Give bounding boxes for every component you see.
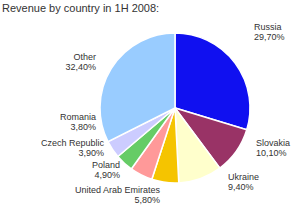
svg-text:Ukraine9,40%: Ukraine9,40% [228, 172, 259, 192]
html-text:Revenue by country in 1H 2008:: Revenue by country in 1H 2008: [2, 2, 160, 14]
svg-text:United Arab Emirates5,80%: United Arab Emirates5,80% [75, 185, 161, 205]
svg-text:Russia29,70%: Russia29,70% [254, 22, 285, 42]
svg-text:Slovakia10,10%: Slovakia10,10% [256, 138, 290, 158]
svg-text:Other32,40%: Other32,40% [65, 52, 96, 72]
svg-text:Czech Republic3,90%: Czech Republic3,90% [41, 138, 105, 158]
svg-text:Poland4,90%: Poland4,90% [92, 160, 120, 180]
svg-text:Romania3,80%: Romania3,80% [60, 112, 96, 132]
